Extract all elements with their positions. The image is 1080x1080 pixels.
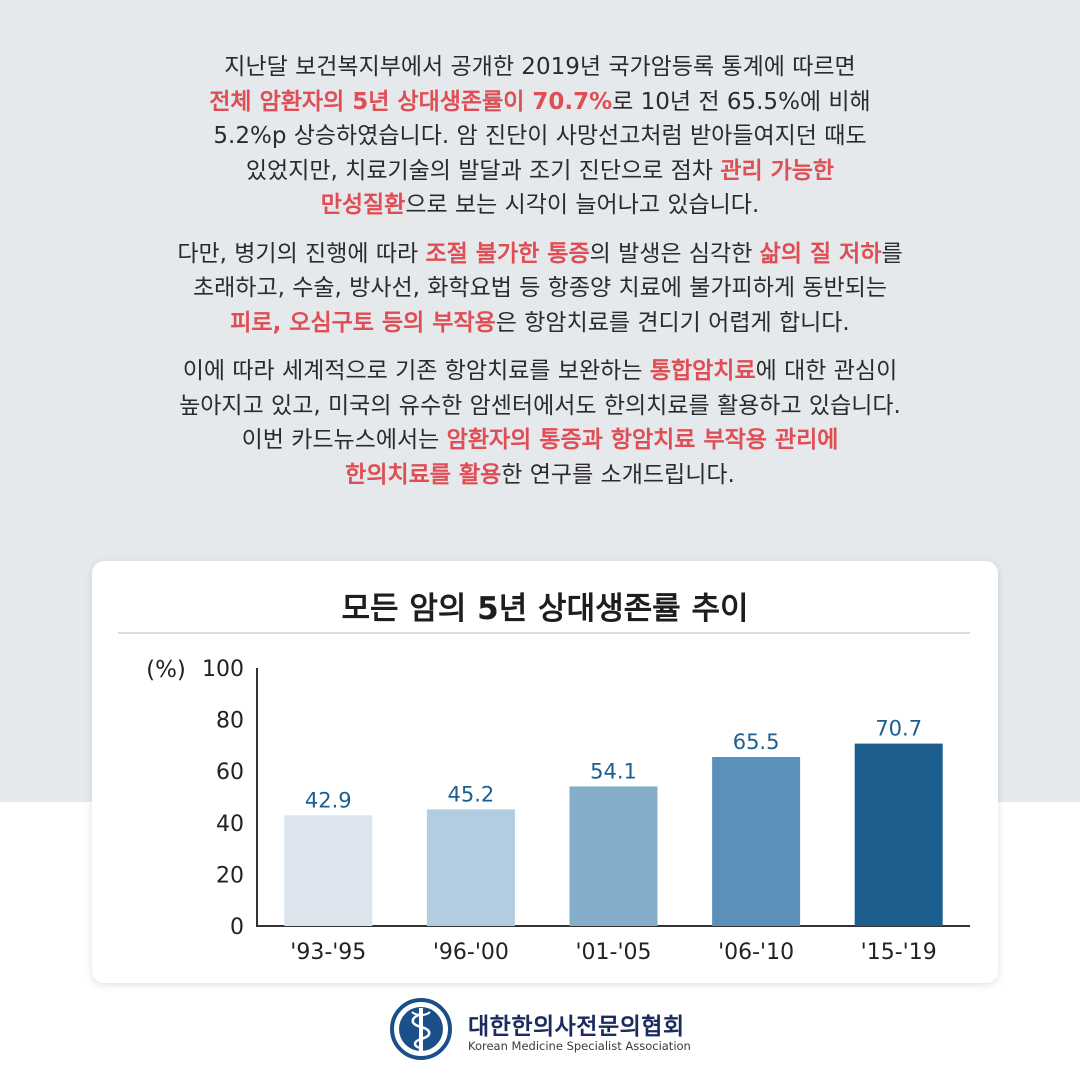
intro-line: 있었지만, 치료기술의 발달과 조기 진단으로 점차 관리 가능한 <box>60 154 1020 189</box>
highlight-text: 삶의 질 저하 <box>759 240 882 267</box>
body-text: 에 대한 관심이 <box>755 358 898 384</box>
body-text: 은 항암치료를 견디기 어렵게 합니다. <box>495 309 850 336</box>
body-text: 이번 카드뉴스에서는 <box>241 427 447 453</box>
body-text: 으로 보는 시각이 늘어나고 있습니다. <box>405 192 760 218</box>
y-tick-label: 20 <box>216 863 244 888</box>
body-text: 높아지고 있고, 미국의 유수한 암센터에서도 한의치료를 활용하고 있습니다. <box>179 392 901 419</box>
x-tick-label: '06-'10 <box>718 940 794 965</box>
y-tick-label: 60 <box>216 760 244 785</box>
association-logo: 대한한의사전문의협회 Korean Medicine Specialist As… <box>388 996 708 1062</box>
x-tick-label: '01-'05 <box>575 940 651 965</box>
intro-line: 높아지고 있고, 미국의 유수한 암센터에서도 한의치료를 활용하고 있습니다. <box>60 389 1020 424</box>
intro-line: 초래하고, 수술, 방사선, 화학요법 등 항종양 치료에 불가피하게 동반되는 <box>60 271 1020 306</box>
chart-title: 모든 암의 5년 상대생존률 추이 <box>341 591 749 627</box>
y-tick-label: 100 <box>202 657 244 682</box>
x-tick-label: '15-'19 <box>861 940 937 965</box>
body-text: 한 연구를 소개드립니다. <box>501 461 735 488</box>
bar <box>569 786 658 926</box>
data-label: 42.9 <box>305 788 352 812</box>
body-text: 초래하고, 수술, 방사선, 화학요법 등 항종양 치료에 불가피하게 동반되는 <box>192 275 888 301</box>
bar <box>426 809 515 926</box>
intro-line: 피로, 오심구토 등의 부작용은 항암치료를 견디기 어렵게 합니다. <box>60 306 1020 341</box>
intro-paragraph-2: 다만, 병기의 진행에 따라 조절 불가한 통증의 발생은 심각한 삶의 질 저… <box>60 237 1020 341</box>
highlight-text: 암환자의 통증과 항암치료 부작용 관리에 <box>446 427 839 453</box>
y-tick-label: 40 <box>216 812 244 837</box>
data-label: 70.7 <box>875 717 922 741</box>
body-text: 있었지만, 치료기술의 발달과 조기 진단으로 점차 <box>245 157 721 184</box>
highlight-text: 조절 불가한 통증 <box>425 240 590 267</box>
association-name-korean: 대한한의사전문의협회 <box>468 1014 685 1040</box>
highlight-text: 만성질환 <box>320 192 406 218</box>
bar <box>712 757 801 926</box>
data-label: 54.1 <box>590 759 637 783</box>
x-tick-label: '96-'00 <box>433 940 509 965</box>
chart-card: 모든 암의 5년 상대생존률 추이 (%) 0 20 40 60 80 100 42.9 '93… <box>92 561 998 983</box>
body-text: 의 발생은 심각한 <box>589 240 760 267</box>
body-text: 를 <box>881 240 903 267</box>
y-axis-label: (%) <box>146 657 186 683</box>
highlight-text: 전체 암환자의 5년 상대생존률이 70.7% <box>209 88 613 115</box>
data-label: 45.2 <box>448 782 495 806</box>
intro-line: 이에 따라 세계적으로 기존 항암치료를 보완하는 통합암치료에 대한 관심이 <box>60 354 1020 389</box>
intro-line: 만성질환으로 보는 시각이 늘어나고 있습니다. <box>60 188 1020 223</box>
body-text: 지난달 보건복지부에서 공개한 2019년 국가암등록 통계에 따르면 <box>224 54 856 80</box>
body-text: 5.2%p 상승하였습니다. 암 진단이 사망선고처럼 받아들여지던 때도 <box>213 123 867 149</box>
bar <box>854 743 943 926</box>
bar <box>284 815 373 926</box>
bar-chart: (%) 0 20 40 60 80 100 42.9 '93-'95 45.2 '96-'00 54.… <box>146 657 970 965</box>
y-tick-label: 0 <box>230 915 244 940</box>
intro-line: 다만, 병기의 진행에 따라 조절 불가한 통증의 발생은 심각한 삶의 질 저… <box>60 237 1020 272</box>
intro-line: 한의치료를 활용한 연구를 소개드립니다. <box>60 458 1020 493</box>
highlight-text: 피로, 오심구토 등의 부작용 <box>230 309 496 336</box>
caduceus-icon <box>390 998 452 1060</box>
body-text: 이에 따라 세계적으로 기존 항암치료를 보완하는 <box>182 358 650 384</box>
intro-line: 지난달 보건복지부에서 공개한 2019년 국가암등록 통계에 따르면 <box>60 50 1020 85</box>
x-tick-label: '93-'95 <box>290 940 366 965</box>
highlight-text: 통합암치료 <box>649 358 756 384</box>
intro-line: 이번 카드뉴스에서는 암환자의 통증과 항암치료 부작용 관리에 <box>60 423 1020 458</box>
highlight-text: 관리 가능한 <box>720 157 835 184</box>
y-tick-label: 80 <box>216 709 244 734</box>
highlight-text: 한의치료를 활용 <box>345 461 502 488</box>
association-name-english: Korean Medicine Specialist Association <box>468 1039 691 1053</box>
body-text: 다만, 병기의 진행에 따라 <box>177 240 426 267</box>
intro-line: 5.2%p 상승하였습니다. 암 진단이 사망선고처럼 받아들여지던 때도 <box>60 119 1020 154</box>
intro-line: 전체 암환자의 5년 상대생존률이 70.7%로 10년 전 65.5%에 비해 <box>60 85 1020 120</box>
data-label: 65.5 <box>733 730 780 754</box>
body-text: 로 10년 전 65.5%에 비해 <box>612 88 871 115</box>
title-divider <box>118 632 970 634</box>
